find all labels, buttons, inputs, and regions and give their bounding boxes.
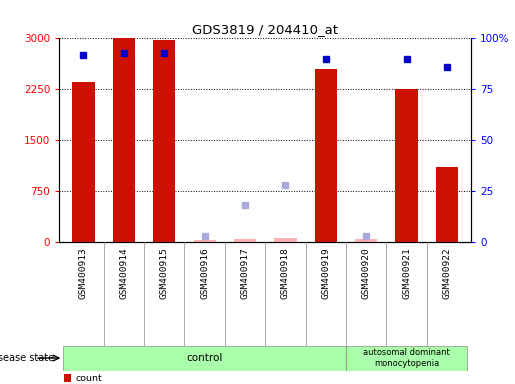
- Bar: [63, 346, 346, 371]
- Text: GSM400921: GSM400921: [402, 247, 411, 299]
- Bar: [153, 40, 175, 242]
- Text: autosomal dominant: autosomal dominant: [363, 348, 450, 357]
- Bar: [346, 346, 467, 371]
- Text: disease state: disease state: [0, 353, 54, 363]
- Text: GSM400918: GSM400918: [281, 247, 290, 299]
- Text: GSM400915: GSM400915: [160, 247, 169, 299]
- Text: GSM400922: GSM400922: [442, 247, 452, 299]
- Text: GSM400914: GSM400914: [119, 247, 128, 299]
- Bar: [234, 238, 256, 242]
- Bar: [274, 238, 297, 242]
- Text: GSM400917: GSM400917: [241, 247, 250, 299]
- Text: count: count: [75, 374, 102, 383]
- Text: control: control: [186, 353, 223, 363]
- Bar: [194, 240, 216, 242]
- Bar: [396, 89, 418, 242]
- Text: GSM400916: GSM400916: [200, 247, 209, 299]
- Text: GSM400920: GSM400920: [362, 247, 371, 299]
- Bar: [315, 69, 337, 242]
- Bar: [72, 83, 95, 242]
- Text: GSM400919: GSM400919: [321, 247, 330, 299]
- Title: GDS3819 / 204410_at: GDS3819 / 204410_at: [192, 23, 338, 36]
- Text: GSM400913: GSM400913: [79, 247, 88, 299]
- Text: monocytopenia: monocytopenia: [374, 359, 439, 368]
- Bar: [436, 167, 458, 242]
- Bar: [355, 238, 377, 242]
- Bar: [113, 38, 135, 242]
